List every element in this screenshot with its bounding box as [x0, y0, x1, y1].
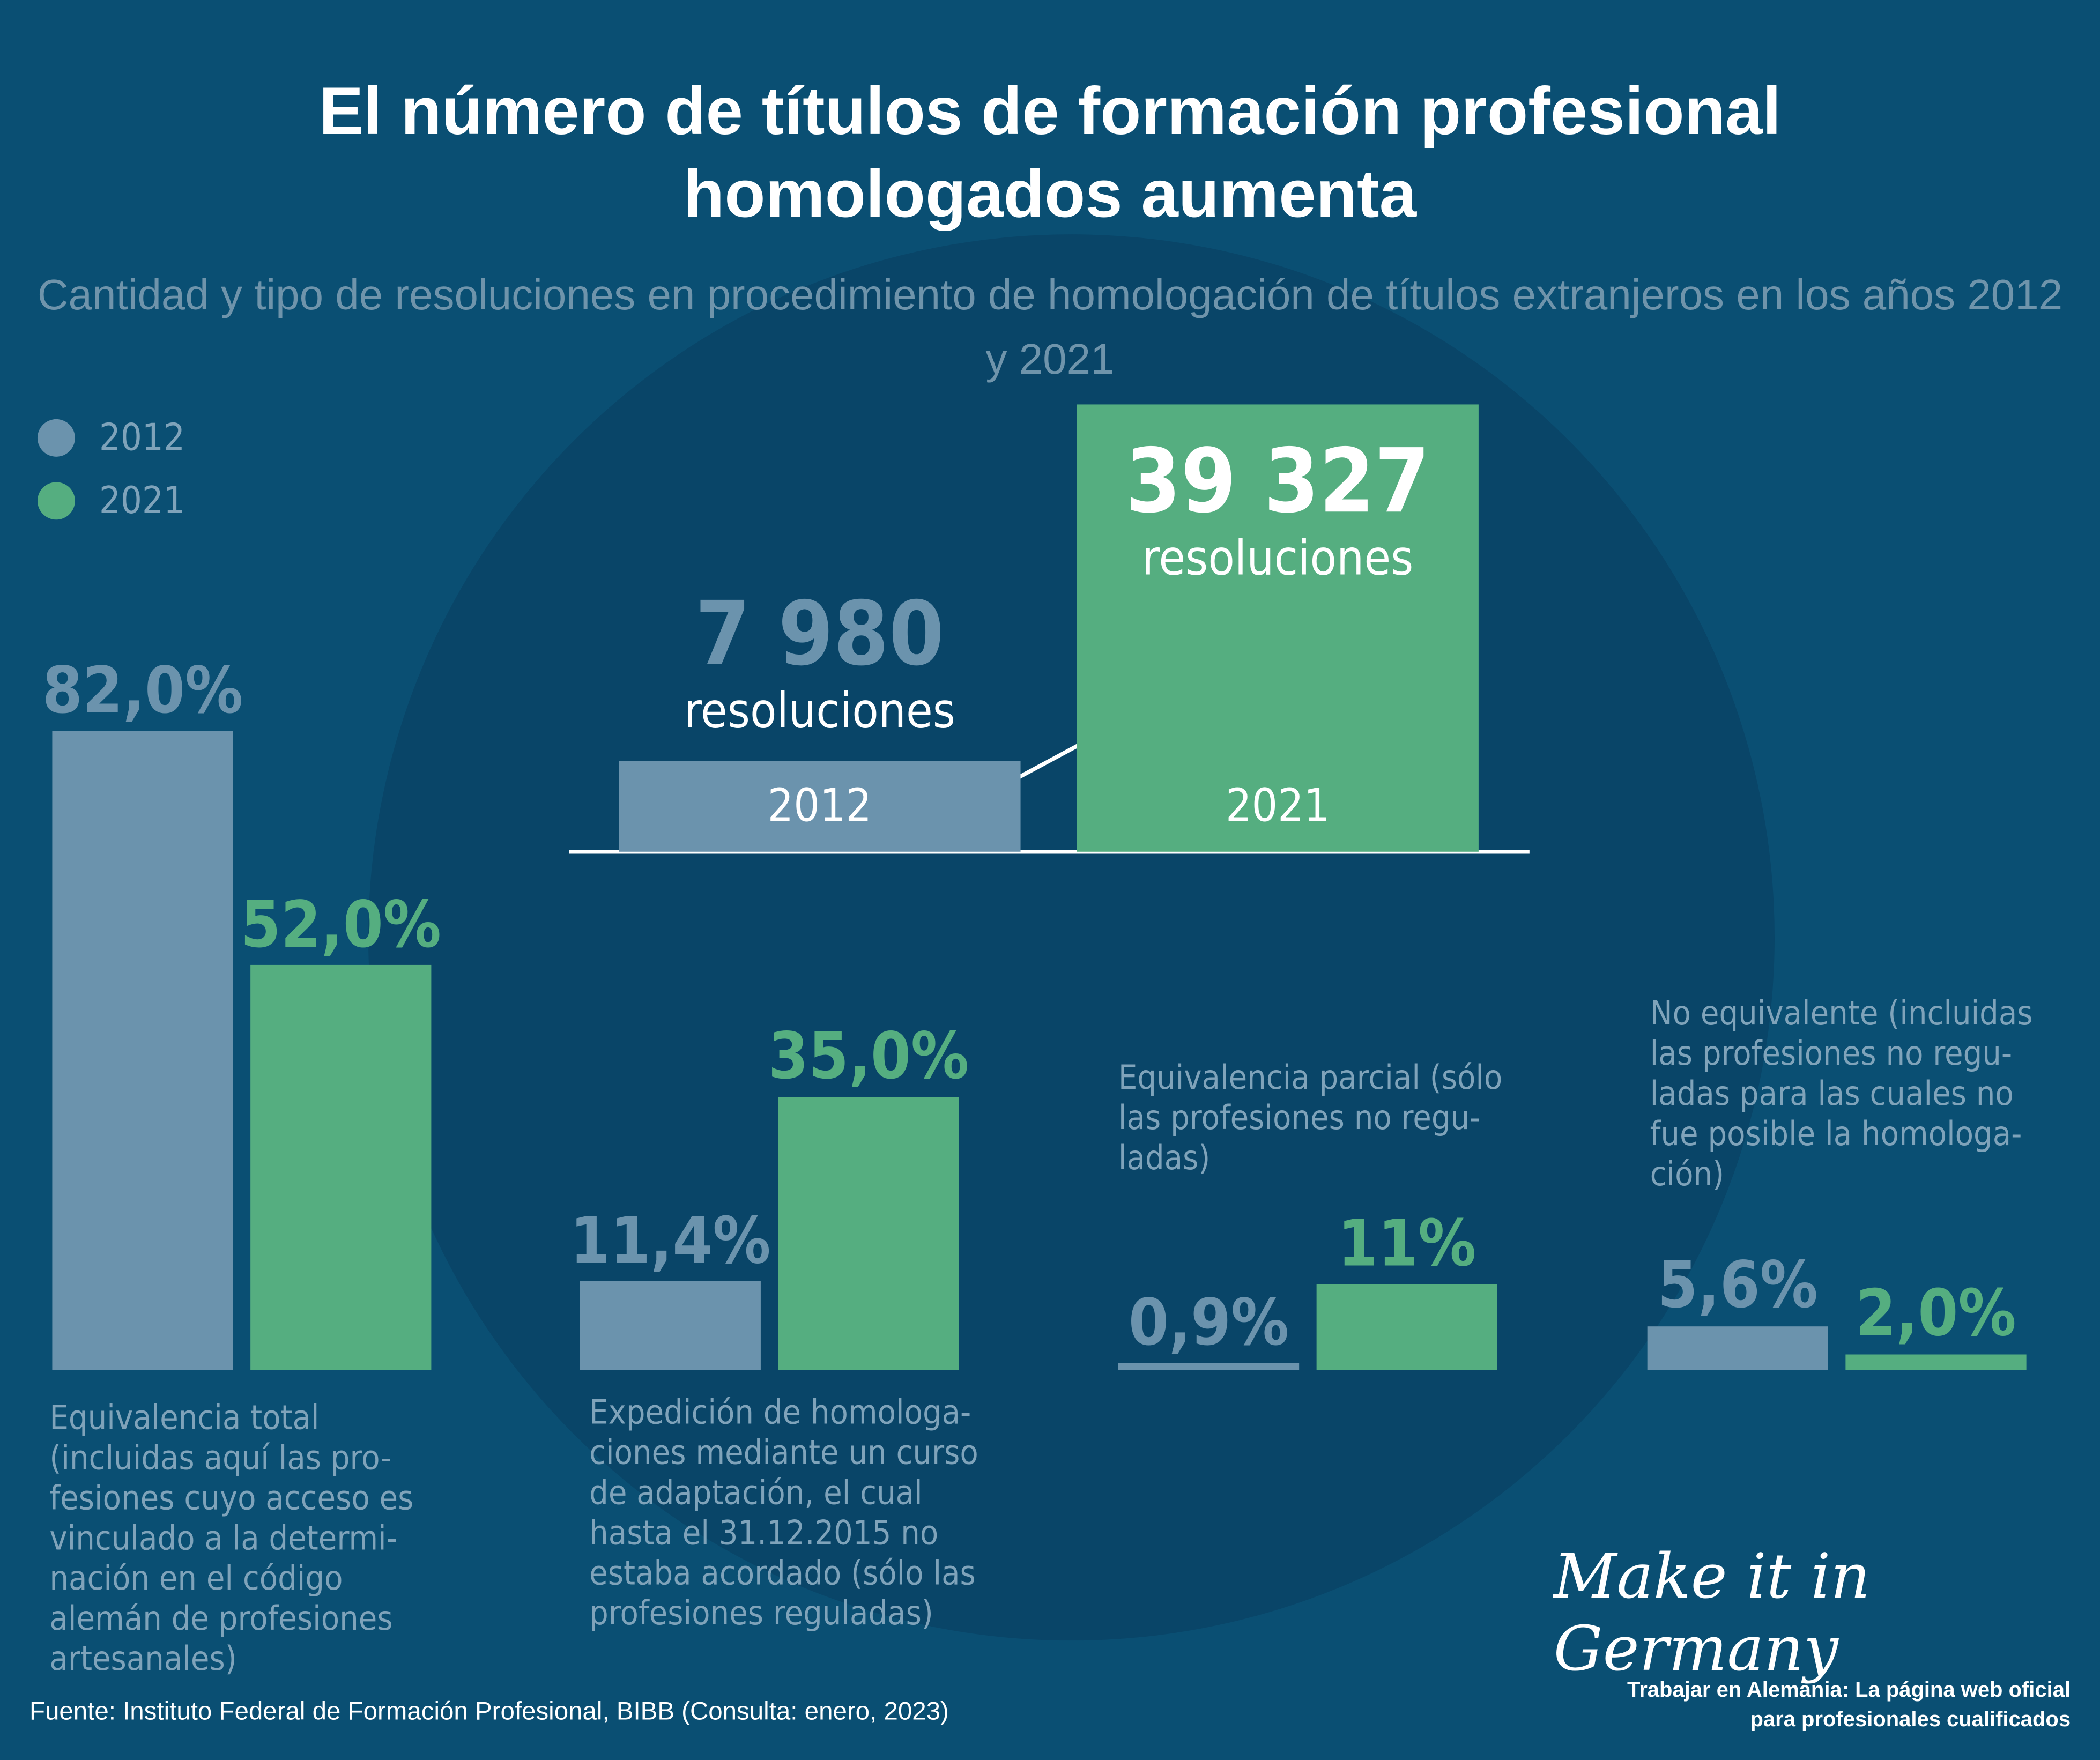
value-block: 7 980 resoluciones — [565, 583, 1074, 742]
value-label: 5,6% — [1657, 1249, 1818, 1324]
bar — [250, 964, 432, 1370]
value-label: 11,4% — [570, 1204, 771, 1279]
bar — [580, 1281, 761, 1370]
tagline: Trabajar en Alemania: La página web ofic… — [1627, 1679, 2071, 1732]
bar — [619, 761, 1021, 852]
value-label: 82,0% — [42, 653, 243, 729]
value-label: 2,0% — [1856, 1276, 2016, 1352]
bar — [1647, 1326, 1828, 1370]
legend-marker — [37, 482, 75, 520]
value-label: 0,9% — [1128, 1285, 1289, 1361]
category-label: Expedición de homologa- ciones mediante … — [589, 1393, 978, 1633]
bar — [1316, 1284, 1497, 1370]
bar — [1845, 1354, 2027, 1370]
value-label: 11% — [1338, 1206, 1476, 1282]
legend-label: 2021 — [99, 478, 185, 523]
legend-marker — [37, 419, 75, 457]
source: Fuente: Instituto Federal de Formación P… — [29, 1698, 949, 1727]
value-unit: resoluciones — [1142, 531, 1414, 587]
value-block: 39 327 resoluciones — [1023, 429, 1532, 589]
value-label: 52,0% — [240, 887, 441, 962]
category-label: Equivalencia total (incluidas aquí las p… — [49, 1398, 414, 1679]
subtitle: Cantidad y tipo de resoluciones en proce… — [37, 270, 2063, 383]
title: El número de títulos de formación profes… — [318, 73, 1782, 232]
logo: Make it in Germany — [1553, 1540, 1871, 1685]
category-label: Equivalencia parcial (sólo las profesion… — [1118, 1058, 1503, 1177]
legend-label: 2012 — [99, 415, 185, 459]
bar — [1077, 404, 1479, 852]
bar — [52, 731, 233, 1370]
category-label: No equivalente (incluidas las profesione… — [1650, 993, 2033, 1193]
value-unit: resoluciones — [684, 685, 955, 740]
bar — [778, 1097, 959, 1370]
bar — [1118, 1363, 1300, 1370]
value-label: 35,0% — [768, 1020, 969, 1095]
x-tick-label: 2021 — [1225, 779, 1330, 833]
x-tick-label: 2012 — [767, 779, 872, 833]
value-label: 7 980 — [695, 583, 945, 686]
value-label: 39 327 — [1125, 429, 1430, 533]
